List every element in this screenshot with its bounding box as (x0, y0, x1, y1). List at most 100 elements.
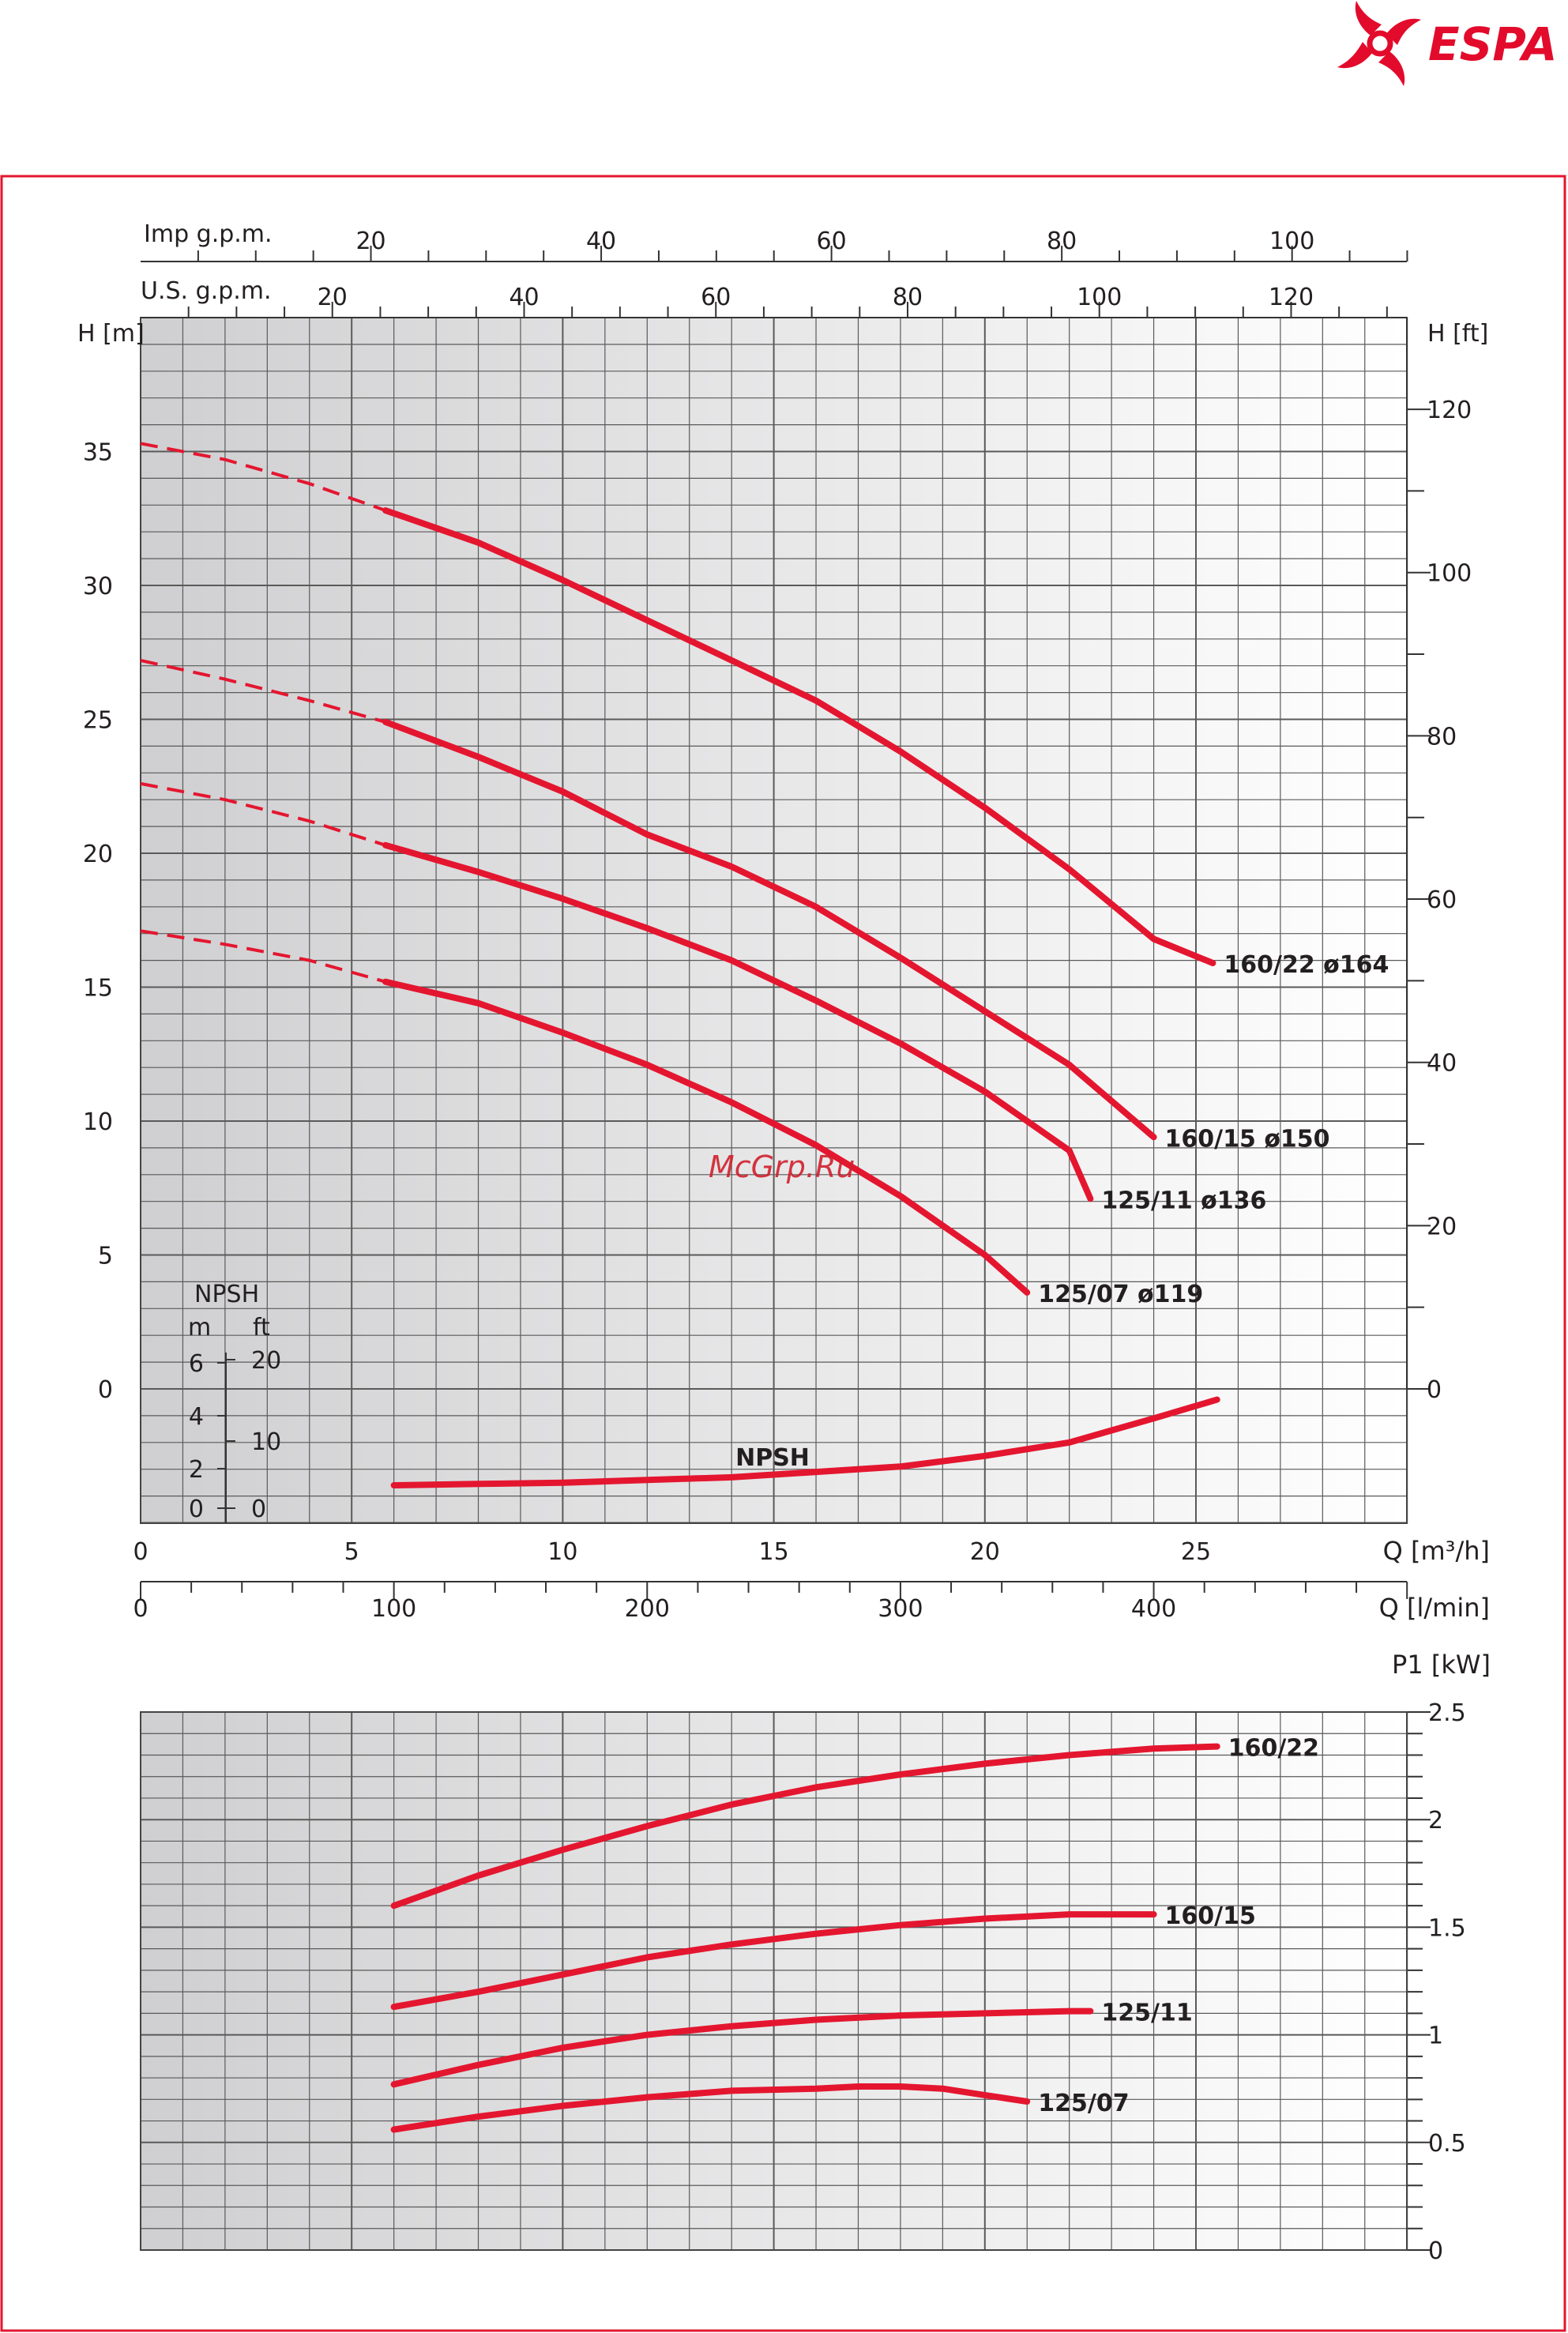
npsh-curve (390, 1396, 1220, 1488)
power-curve (390, 2008, 1094, 2088)
head-curve-label: 125/07 ø119 (1038, 1281, 1203, 1308)
x-tick-label: 10 (547, 1538, 577, 1566)
right-tick-label: 40 (1427, 1050, 1457, 1078)
npsh-tick-label-m: 2 (189, 1456, 204, 1484)
y-axis-label-left: H [m] (77, 320, 145, 348)
head-curve-label: 125/11 ø136 (1101, 1187, 1266, 1214)
head-right-ticks: 0 20 40 60 80 100 120 (1406, 318, 1472, 1404)
us-gpm-axis-tick-label: 20 (318, 284, 348, 311)
imp-gpm-axis-tick-label: 40 (586, 228, 616, 255)
npsh-unit-ft: ft (253, 1314, 270, 1341)
power-plot-border (140, 1711, 1408, 2251)
watermark: McGrp.Ru (709, 1150, 855, 1184)
npsh-curve-label: NPSH (735, 1444, 810, 1472)
right-tick-label: 0 (1427, 1376, 1442, 1404)
head-curve (382, 841, 1094, 1202)
imp-gpm-axis-tick-label: 20 (355, 228, 385, 255)
x-tick-label: 0 (133, 1538, 148, 1566)
npsh-tick-label-m: 6 (189, 1350, 204, 1378)
head-curve (382, 978, 1031, 1296)
lmin-tick-label: 200 (625, 1595, 670, 1623)
bottom-axes: 0 5 10 15 20 25 0 100 200 300 400 (133, 1538, 1408, 1623)
power-curve-label: 160/15 (1165, 1902, 1256, 1930)
power-grid: 0 0.5 1 1.5 2 2.5 (140, 1699, 1466, 2265)
y-tick-label: 35 (83, 439, 113, 467)
x-axis-label: Q [m³/h] (1383, 1536, 1490, 1566)
power-curve-label: 125/11 (1101, 2000, 1192, 2027)
brand-name: ESPA (1428, 17, 1557, 71)
lmin-tick-label: 400 (1131, 1595, 1176, 1623)
y-tick-label: 15 (83, 975, 113, 1003)
head-curve-extrapolated (140, 442, 386, 512)
head-curve (382, 507, 1216, 966)
imp-gpm-axis-tick-label: 60 (817, 228, 847, 255)
power-curve (390, 1911, 1157, 2011)
us-gpm-axis-label: U.S. g.p.m. (141, 277, 272, 305)
lmin-tick-label: 0 (133, 1595, 148, 1623)
head-curve-label: 160/15 ø150 (1165, 1125, 1330, 1153)
right-tick-label: 120 (1427, 397, 1472, 424)
us-gpm-axis-tick-label: 60 (701, 284, 731, 311)
imp-gpm-axis-tick-label: 80 (1047, 228, 1077, 255)
us-gpm-axis-tick-label: 80 (893, 284, 923, 311)
right-tick-label: 100 (1427, 560, 1472, 588)
power-plot: 0 0.5 1 1.5 2 2.5 160/22 160/15 125/11 125/07 P1… (140, 1650, 1491, 2265)
lmin-tick-label: 100 (371, 1595, 416, 1623)
npsh-tick-label-ft: 10 (251, 1428, 281, 1456)
npsh-tick-label-m: 4 (189, 1403, 204, 1431)
y-axis-label-right: H [ft] (1427, 320, 1488, 348)
us-gpm-axis-tick-label: 40 (509, 284, 539, 311)
right-tick-label: 80 (1427, 723, 1457, 751)
npsh-unit-m: m (188, 1314, 211, 1341)
espa-logo: ESPA (1337, 1, 1557, 86)
power-tick-label: 2 (1428, 1807, 1443, 1834)
y-tick-label: 25 (83, 707, 113, 735)
head-axis-titles: H [m] H [ft] Q [m³/h] Q [l/min] (77, 320, 1490, 1623)
npsh-tick-label-ft: 20 (251, 1347, 281, 1375)
head-curve-extrapolated (140, 658, 386, 724)
power-tick-label: 1 (1428, 2023, 1443, 2050)
power-tick-label: 2.5 (1428, 1699, 1466, 1727)
npsh-tick-label-ft: 0 (251, 1496, 266, 1523)
head-curve-extrapolated (140, 781, 386, 847)
top-axes: Imp g.p.m. U.S. g.p.m. 20 40 60 80 100 20 40 60… (141, 220, 1408, 318)
espa-logo-mark (1337, 1, 1421, 86)
head-curve (382, 718, 1157, 1141)
power-tick-label: 1.5 (1428, 1914, 1466, 1942)
npsh-tick-label-m: 0 (189, 1496, 204, 1523)
power-curve (390, 1743, 1220, 1910)
right-tick-label: 60 (1427, 886, 1457, 914)
us-gpm-axis-tick-label: 100 (1077, 284, 1122, 311)
power-tick-label: 0 (1428, 2237, 1443, 2265)
head-series: 160/22 ø164 160/15 ø150 125/11 ø136 125/07 … (140, 442, 1389, 1488)
y-tick-label: 5 (98, 1243, 113, 1270)
head-curve-extrapolated (140, 929, 386, 984)
imp-gpm-axis-tick-label: 100 (1269, 228, 1314, 255)
power-curve-label: 160/22 (1228, 1735, 1319, 1763)
power-series: 160/22 160/15 125/11 125/07 (390, 1735, 1319, 2133)
x-tick-label: 15 (759, 1538, 789, 1566)
npsh-axis-title: NPSH (194, 1281, 259, 1308)
y-tick-label: 20 (83, 841, 113, 868)
right-tick-label: 20 (1427, 1213, 1457, 1240)
lmin-tick-label: 300 (878, 1595, 923, 1623)
power-tick-label: 0.5 (1428, 2130, 1466, 2158)
us-gpm-axis-tick-label: 120 (1269, 284, 1314, 311)
x-tick-label: 25 (1181, 1538, 1211, 1566)
y-tick-label: 30 (83, 573, 113, 600)
power-curve (390, 2083, 1031, 2133)
y-tick-label: 0 (98, 1376, 113, 1404)
y-tick-label: 10 (83, 1108, 113, 1136)
x-tick-label: 5 (344, 1538, 359, 1566)
imp-gpm-axis-label: Imp g.p.m. (144, 220, 273, 248)
chart-frame (0, 175, 1566, 2332)
power-curve-label: 125/07 (1038, 2090, 1129, 2117)
head-curve-label: 160/22 ø164 (1224, 951, 1389, 979)
power-axis-label: P1 [kW] (1392, 1650, 1491, 1680)
x-tick-label: 20 (970, 1538, 1000, 1566)
